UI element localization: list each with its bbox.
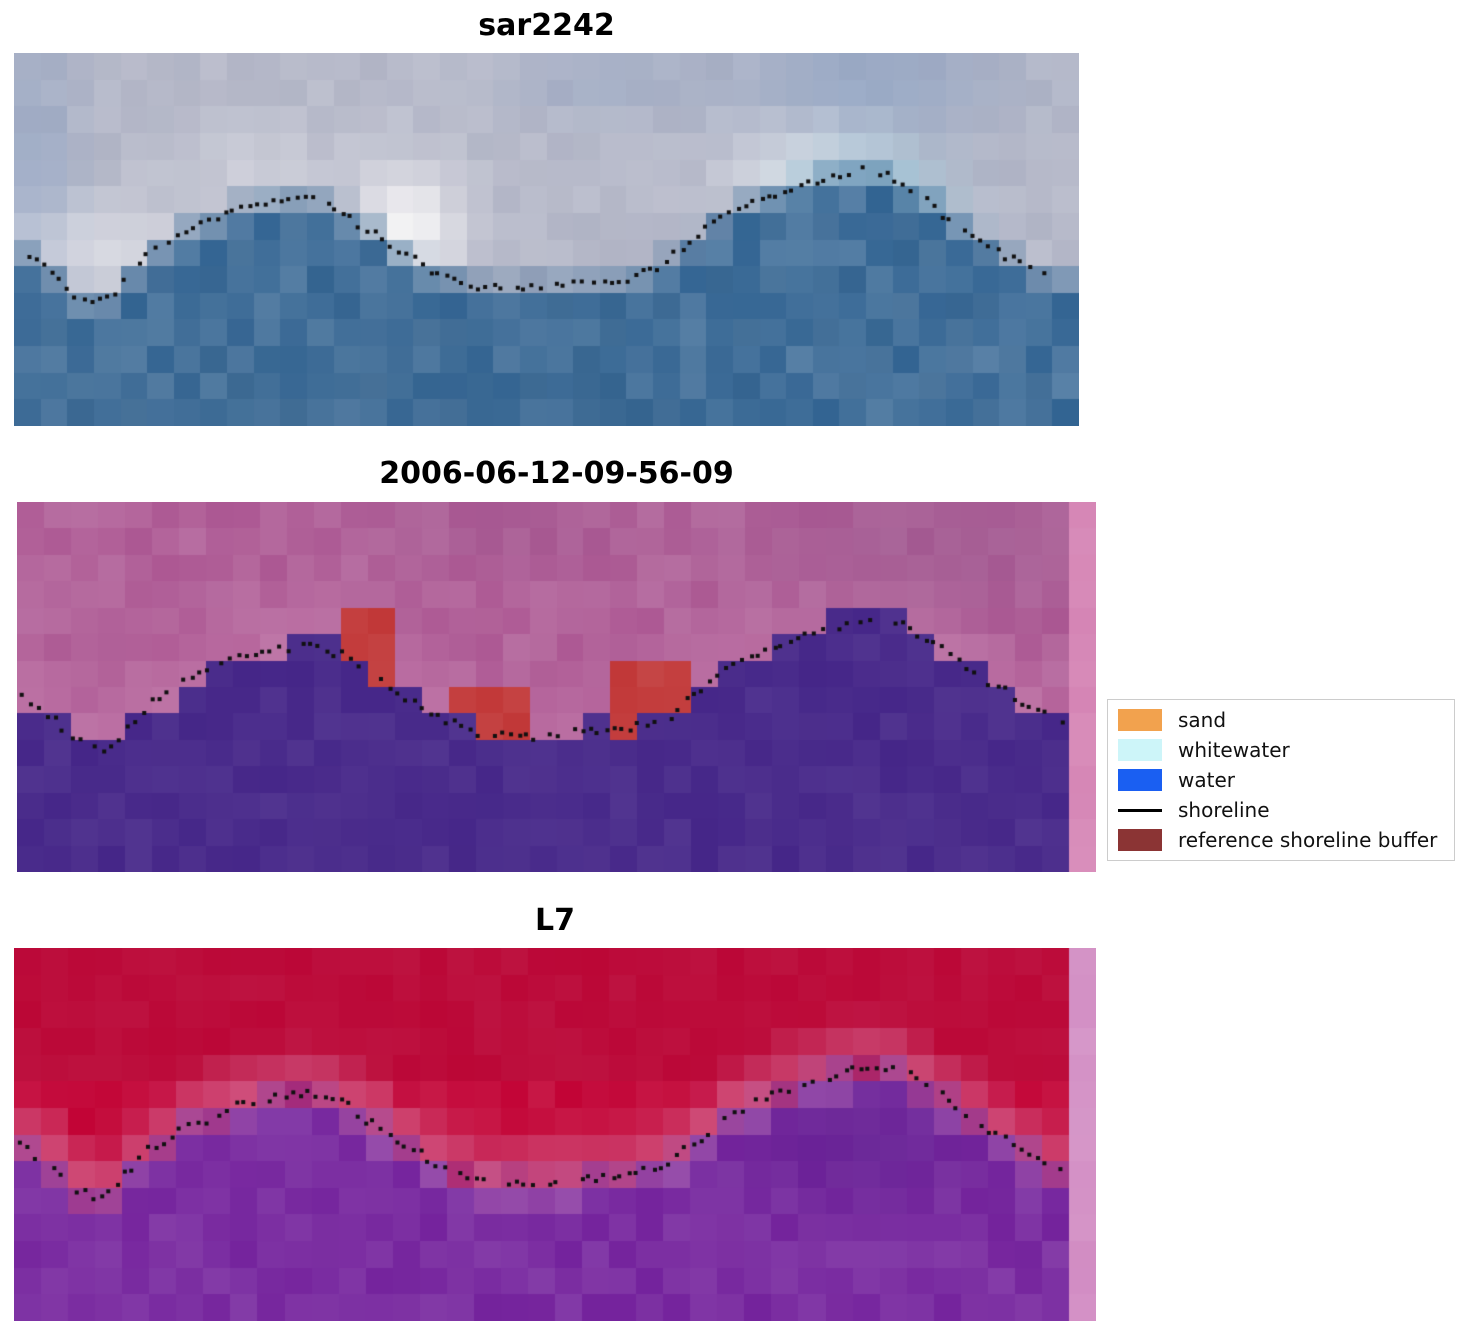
legend-label-reference-shoreline-buffer: reference shoreline buffer: [1178, 828, 1438, 852]
legend-label-water: water: [1178, 768, 1235, 792]
legend-item-water: water: [1118, 765, 1444, 795]
panel-title-sar: sar2242: [478, 8, 615, 43]
legend: sand whitewater water shoreline referenc…: [1107, 699, 1455, 861]
sar-image-panel: [14, 53, 1079, 426]
l7-image-panel: [14, 948, 1096, 1321]
legend-item-shoreline: shoreline: [1118, 795, 1444, 825]
sand-swatch: [1118, 709, 1162, 731]
legend-item-whitewater: whitewater: [1118, 735, 1444, 765]
reference-buffer-swatch: [1118, 829, 1162, 851]
legend-item-sand: sand: [1118, 705, 1444, 735]
legend-item-reference-shoreline-buffer: reference shoreline buffer: [1118, 825, 1444, 855]
shoreline-line-swatch: [1118, 808, 1162, 812]
panel-title-l7: L7: [535, 903, 575, 938]
panel-title-classified: 2006-06-12-09-56-09: [379, 456, 734, 491]
water-swatch: [1118, 769, 1162, 791]
legend-label-whitewater: whitewater: [1178, 738, 1290, 762]
legend-label-shoreline: shoreline: [1178, 798, 1270, 822]
whitewater-swatch: [1118, 739, 1162, 761]
classified-image-panel: [17, 502, 1096, 872]
legend-label-sand: sand: [1178, 708, 1227, 732]
